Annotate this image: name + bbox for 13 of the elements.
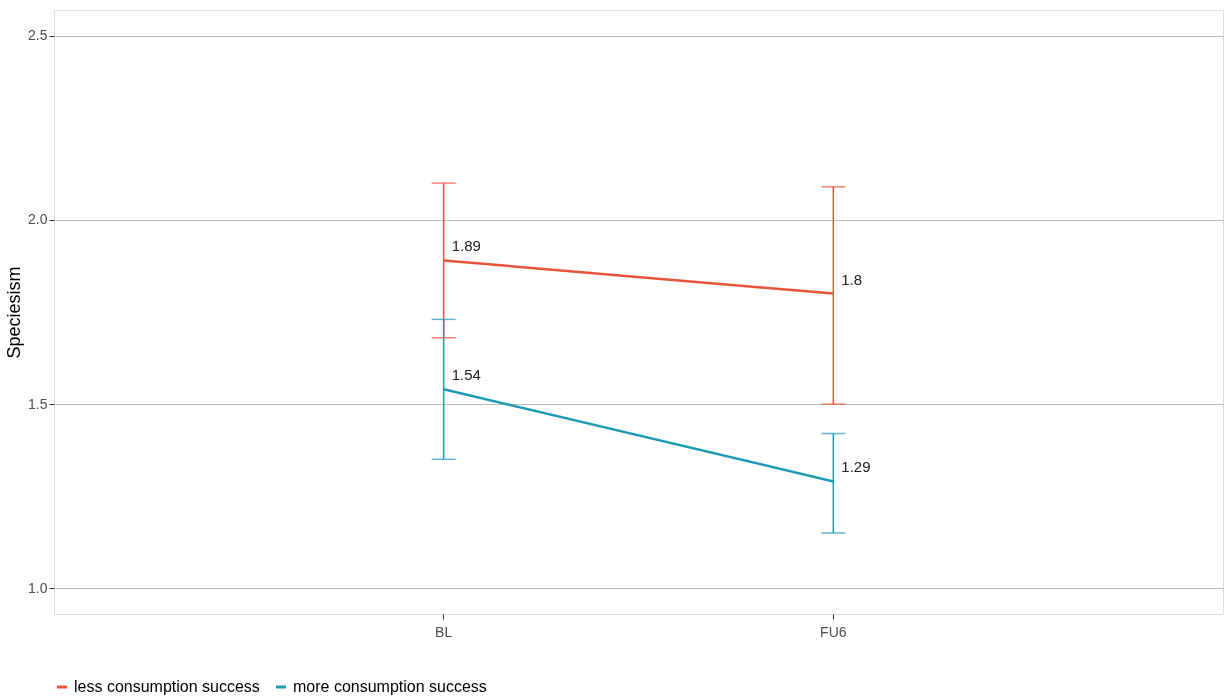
legend-label: more consumption success [293, 678, 487, 695]
legend-label: less consumption success [74, 678, 260, 695]
y-axis-title: Speciesism [4, 266, 25, 359]
data-label: 1.8 [841, 270, 863, 288]
y-tick-label: 1.5 [28, 395, 48, 412]
data-label: 1.89 [451, 237, 481, 255]
data-label: 1.29 [841, 458, 871, 476]
x-tick-label: BL [435, 623, 453, 640]
y-tick-label: 1.0 [28, 579, 48, 596]
y-tick-label: 2.0 [28, 211, 48, 228]
data-label: 1.54 [451, 366, 481, 384]
y-tick-label: 2.5 [28, 27, 48, 44]
x-tick-label: FU6 [820, 623, 847, 640]
